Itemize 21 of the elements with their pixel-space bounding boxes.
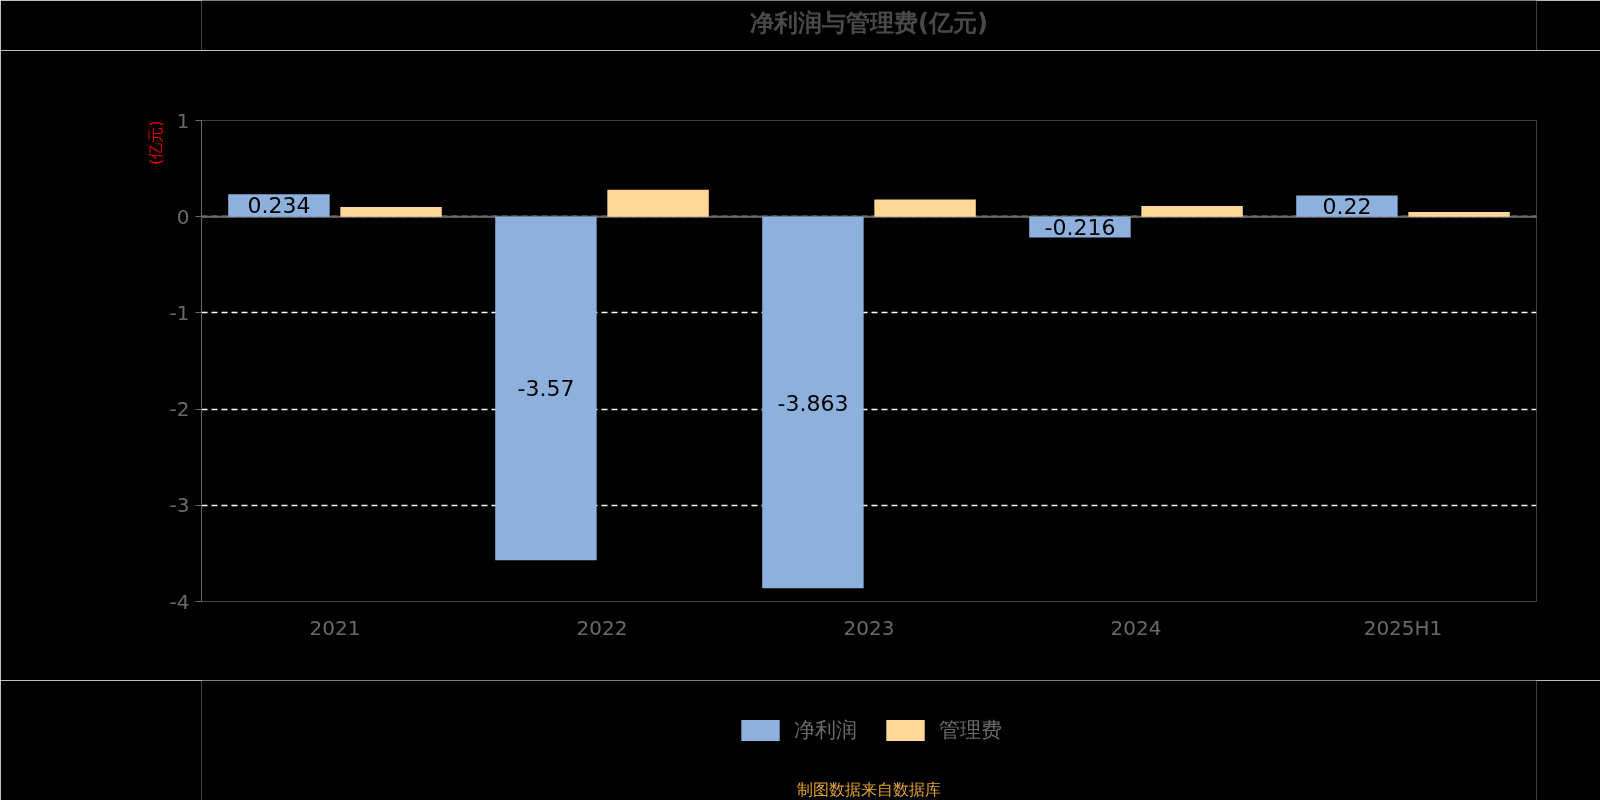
chart-title: 净利润与管理费(亿元) — [750, 8, 988, 37]
data-label: 0.234 — [247, 193, 311, 219]
data-label: 0.22 — [1322, 194, 1372, 220]
y-tick-label: 1 — [176, 108, 190, 133]
y-tick-label: -2 — [169, 397, 190, 422]
x-tick-label: 2023 — [843, 615, 895, 640]
data-label: -3.57 — [517, 376, 575, 402]
x-tick-label: 2024 — [1110, 615, 1162, 640]
y-tick-label: -4 — [169, 589, 190, 614]
data-label: -3.863 — [777, 390, 849, 416]
x-tick-label: 2022 — [576, 615, 628, 640]
y-tick-label: -1 — [169, 300, 190, 325]
legend-label: 净利润 — [793, 717, 857, 744]
y-axis-title: (亿元) — [145, 120, 165, 165]
text: 制图数据来自数据库 — [797, 780, 941, 799]
y-tick-label: -3 — [169, 493, 190, 518]
x-tick-label: 2025H1 — [1363, 615, 1443, 640]
x-tick-label: 2021 — [309, 615, 361, 640]
y-tick-label: 0 — [176, 204, 190, 229]
legend-label: 管理费 — [938, 717, 1002, 744]
data-label: -0.216 — [1044, 215, 1116, 241]
